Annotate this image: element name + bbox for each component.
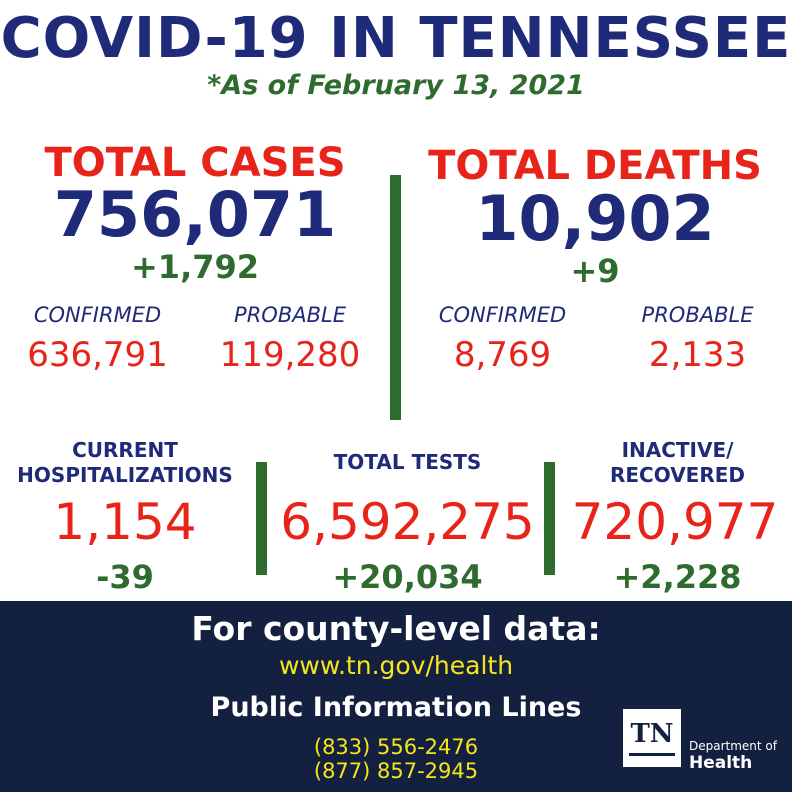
total-deaths-delta: +9 <box>570 252 620 290</box>
total-deaths-label: TOTAL DEATHS <box>428 143 762 189</box>
health-text: Health <box>689 753 753 773</box>
cases-probable-label: PROBABLE <box>234 303 346 327</box>
county-data-heading: For county-level data: <box>191 609 601 648</box>
hospitalizations-label: CURRENT HOSPITALIZATIONS <box>5 438 245 488</box>
hospitalizations-delta: -39 <box>96 558 154 596</box>
total-cases-label: TOTAL CASES <box>44 140 346 186</box>
health-website-link[interactable]: www.tn.gov/health <box>278 651 514 680</box>
divider-left <box>256 462 267 575</box>
total-cases-delta: +1,792 <box>130 248 260 286</box>
department-of-text: Department of <box>689 739 777 753</box>
cases-probable-value: 119,280 <box>219 335 361 375</box>
tn-logo-box <box>623 709 681 767</box>
tn-logo-underline <box>629 753 675 756</box>
hospitalizations-label-line1: CURRENT <box>72 438 178 462</box>
deaths-confirmed-label: CONFIRMED <box>438 303 567 327</box>
total-deaths-value: 10,902 <box>475 182 715 255</box>
total-tests-delta: +20,034 <box>332 558 483 596</box>
cases-confirmed-value: 636,791 <box>27 335 168 375</box>
recovered-label: INACTIVE/ RECOVERED <box>570 438 785 488</box>
recovered-delta: +2,228 <box>613 558 742 596</box>
hospitalizations-label-line2: HOSPITALIZATIONS <box>17 463 233 487</box>
public-information-heading: Public Information Lines <box>210 692 582 723</box>
divider-right <box>544 462 555 575</box>
deaths-probable-label: PROBABLE <box>641 303 754 327</box>
page-title: COVID-19 IN TENNESSEE <box>0 6 792 71</box>
recovered-label-line1: INACTIVE/ <box>621 438 734 462</box>
cases-confirmed-label: CONFIRMED <box>33 303 162 327</box>
total-tests-value: 6,592,275 <box>280 493 535 551</box>
deaths-probable-value: 2,133 <box>648 335 747 375</box>
deaths-confirmed-value: 8,769 <box>453 335 552 375</box>
recovered-label-line2: RECOVERED <box>609 463 745 487</box>
total-tests-label: TOTAL TESTS <box>333 450 482 474</box>
tn-logo-mark: TN <box>630 719 674 749</box>
divider-top <box>390 175 401 420</box>
phone-number-2[interactable]: (877) 857-2945 <box>313 759 479 783</box>
total-cases-value: 756,071 <box>53 178 337 251</box>
phone-number-1[interactable]: (833) 556-2476 <box>313 735 479 759</box>
recovered-value: 720,977 <box>571 493 779 551</box>
hospitalizations-value: 1,154 <box>53 493 197 551</box>
as-of-date: *As of February 13, 2021 <box>207 70 585 101</box>
